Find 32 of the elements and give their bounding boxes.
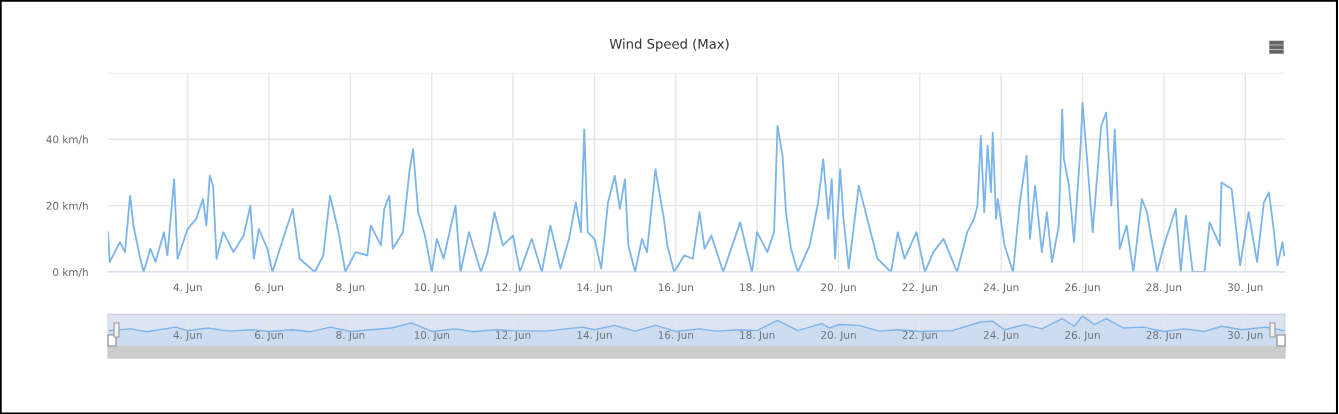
x-tick-label: 10. Jun <box>414 283 449 294</box>
x-tick-label: 30. Jun <box>1227 283 1263 294</box>
x-tick-label: 28. Jun <box>1146 283 1182 294</box>
x-tick-label: 24. Jun <box>983 331 1019 341</box>
x-tick-label: 12. Jun <box>496 331 531 341</box>
x-tick-label: 14. Jun <box>577 331 612 341</box>
x-tick-label: 4. Jun <box>173 331 202 341</box>
x-tick-label: 22. Jun <box>902 331 938 341</box>
x-tick-label: 10. Jun <box>414 331 449 341</box>
y-tick-label: 0 km/h <box>53 268 88 277</box>
x-tick-label: 24. Jun <box>983 283 1019 294</box>
x-tick-label: 26. Jun <box>1065 331 1100 341</box>
chart-title: Wind Speed (Max) <box>609 38 729 52</box>
x-tick-label: 14. Jun <box>577 283 612 294</box>
x-tick-label: 4. Jun <box>173 283 202 294</box>
x-tick-label: 12. Jun <box>496 283 531 294</box>
x-tick-label: 20. Jun <box>821 283 856 294</box>
x-tick-label: 26. Jun <box>1065 283 1100 294</box>
x-tick-label: 8. Jun <box>336 283 365 294</box>
x-tick-label: 6. Jun <box>255 283 283 294</box>
x-tick-label: 16. Jun <box>658 331 693 341</box>
x-tick-label: 6. Jun <box>255 331 283 341</box>
x-tick-label: 20. Jun <box>821 331 856 341</box>
x-tick-label: 28. Jun <box>1146 331 1182 341</box>
x-tick-label: 18. Jun <box>740 283 775 294</box>
x-tick-label: 18. Jun <box>740 331 775 341</box>
x-tick-label: 8. Jun <box>336 331 365 341</box>
x-tick-label: 30. Jun <box>1227 331 1263 341</box>
y-tick-label: 20 km/h <box>46 201 88 211</box>
x-tick-label: 22. Jun <box>902 283 938 294</box>
y-tick-label: 40 km/h <box>46 135 88 145</box>
x-tick-label: 16. Jun <box>658 283 693 294</box>
